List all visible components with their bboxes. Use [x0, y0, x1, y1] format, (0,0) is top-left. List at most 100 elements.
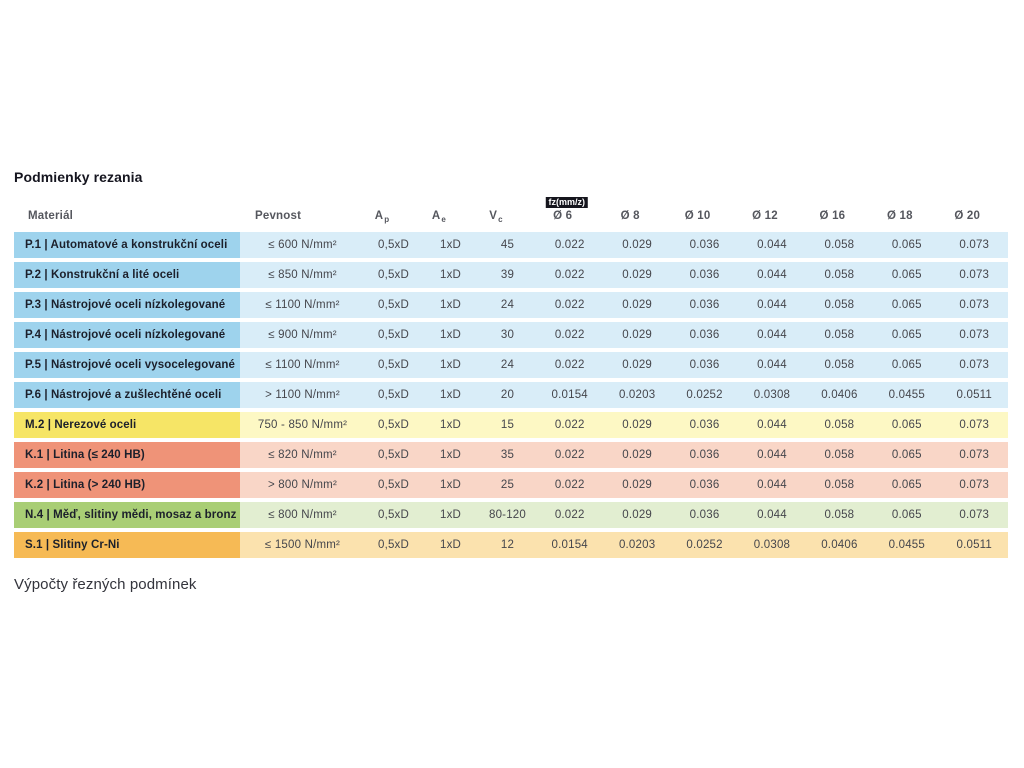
ae-cell: 1xD: [422, 352, 479, 378]
fz-cell-dia-10: 0.036: [670, 232, 739, 258]
fz-cell-dia-8: 0.029: [603, 292, 671, 318]
column-header-pevnost: Pevnost: [255, 210, 302, 222]
fz-cell-dia-20: 0.073: [940, 232, 1008, 258]
ae-cell: 1xD: [422, 532, 479, 558]
fz-cell-dia-16: 0.058: [805, 502, 874, 528]
ap-cell: 0,5xD: [365, 232, 422, 258]
fz-cell-dia-8: 0.029: [603, 322, 671, 348]
fz-cell-dia-6: 0.022: [536, 442, 604, 468]
fz-cell-dia-6: 0.022: [536, 292, 604, 318]
fz-cell-dia-20: 0.073: [940, 292, 1008, 318]
page-title: Podmienky rezania: [14, 169, 143, 185]
column-header-dia-6: fz(mm/z) Ø 6: [536, 196, 603, 228]
fz-cell-dia-18: 0.065: [873, 502, 941, 528]
fz-cell-dia-8: 0.029: [603, 442, 671, 468]
pevnost-cell: ≤ 1100 N/mm²: [240, 292, 365, 318]
fz-cell-dia-12: 0.044: [738, 232, 806, 258]
fz-cell-dia-8: 0.029: [603, 502, 671, 528]
column-header-material: Materiál: [28, 210, 74, 222]
fz-cell-dia-20: 0.073: [940, 472, 1008, 498]
fz-cell-dia-10: 0.036: [670, 502, 739, 528]
fz-cell-dia-12: 0.0308: [738, 382, 806, 408]
pevnost-cell: > 1100 N/mm²: [240, 382, 365, 408]
ap-cell: 0,5xD: [365, 352, 422, 378]
ae-cell: 1xD: [422, 502, 479, 528]
fz-cell-dia-10: 0.036: [670, 322, 739, 348]
fz-cell-dia-18: 0.0455: [873, 532, 941, 558]
column-header-dia-20: Ø 20: [954, 210, 981, 222]
content-area: Podmienky rezania Materiál Pevnost Ap Ae…: [14, 169, 1008, 593]
ae-cell: 1xD: [422, 442, 479, 468]
pevnost-cell: ≤ 1100 N/mm²: [240, 352, 365, 378]
ae-cell: 1xD: [422, 262, 479, 288]
vc-cell: 25: [479, 472, 536, 498]
fz-cell-dia-16: 0.0406: [805, 382, 874, 408]
fz-cell-dia-20: 0.073: [940, 412, 1008, 438]
column-header-dia-16: Ø 16: [819, 210, 846, 222]
fz-cell-dia-6: 0.0154: [536, 382, 604, 408]
fz-cell-dia-12: 0.044: [738, 502, 806, 528]
fz-cell-dia-18: 0.065: [873, 472, 941, 498]
fz-cell-dia-18: 0.065: [873, 322, 941, 348]
fz-cell-dia-8: 0.029: [603, 412, 671, 438]
material-cell: K.1 | Litina (≤ 240 HB): [14, 442, 240, 468]
fz-cell-dia-6: 0.022: [536, 352, 604, 378]
fz-cell-dia-12: 0.044: [738, 322, 806, 348]
ap-cell: 0,5xD: [365, 442, 422, 468]
table-row: K.2 | Litina (> 240 HB) > 800 N/mm² 0,5xD 1…: [14, 472, 1008, 498]
cutting-conditions-table: Materiál Pevnost Ap Ae Vc fz(mm/z) Ø 6 Ø…: [14, 192, 1008, 562]
fz-cell-dia-20: 0.073: [940, 262, 1008, 288]
ap-cell: 0,5xD: [365, 472, 422, 498]
fz-cell-dia-16: 0.058: [805, 472, 874, 498]
column-header-dia-12: Ø 12: [752, 210, 778, 222]
fz-cell-dia-10: 0.0252: [670, 532, 739, 558]
fz-cell-dia-8: 0.029: [603, 232, 671, 258]
fz-cell-dia-20: 0.0511: [940, 382, 1008, 408]
fz-cell-dia-8: 0.0203: [603, 382, 671, 408]
fz-cell-dia-6: 0.022: [536, 412, 604, 438]
material-cell: P.6 | Nástrojové a zušlechtěné oceli: [14, 382, 240, 408]
pevnost-cell: ≤ 1500 N/mm²: [240, 532, 365, 558]
fz-cell-dia-6: 0.022: [536, 262, 604, 288]
fz-cell-dia-10: 0.036: [670, 352, 739, 378]
table-row: P.2 | Konstrukční a lité oceli ≤ 850 N/mm…: [14, 262, 1008, 288]
vc-cell: 39: [479, 262, 536, 288]
table-row: P.1 | Automatové a konstrukční oceli ≤ 60…: [14, 232, 1008, 258]
ap-cell: 0,5xD: [365, 262, 422, 288]
column-header-ae: Ae: [431, 210, 447, 224]
fz-cell-dia-6: 0.022: [536, 232, 604, 258]
fz-cell-dia-18: 0.065: [873, 412, 941, 438]
material-cell: P.4 | Nástrojové oceli nízkolegované: [14, 322, 240, 348]
column-header-ap: Ap: [374, 210, 390, 224]
pevnost-cell: ≤ 850 N/mm²: [240, 262, 365, 288]
fz-cell-dia-20: 0.073: [940, 502, 1008, 528]
fz-cell-dia-16: 0.058: [805, 232, 874, 258]
fz-cell-dia-6: 0.0154: [536, 532, 604, 558]
fz-cell-dia-16: 0.058: [805, 412, 874, 438]
vc-cell: 20: [479, 382, 536, 408]
pevnost-cell: ≤ 820 N/mm²: [240, 442, 365, 468]
column-header-vc: Vc: [489, 210, 503, 224]
fz-cell-dia-16: 0.058: [805, 292, 874, 318]
fz-cell-dia-10: 0.036: [670, 412, 739, 438]
fz-cell-dia-10: 0.0252: [670, 382, 739, 408]
ae-cell: 1xD: [422, 292, 479, 318]
ae-cell: 1xD: [422, 472, 479, 498]
table-row: N.4 | Měď, slitiny mědi, mosaz a bronz ≤ …: [14, 502, 1008, 528]
fz-cell-dia-16: 0.058: [805, 442, 874, 468]
ae-cell: 1xD: [422, 382, 479, 408]
fz-cell-dia-16: 0.058: [805, 322, 874, 348]
fz-cell-dia-6: 0.022: [536, 472, 604, 498]
vc-cell: 45: [479, 232, 536, 258]
ae-cell: 1xD: [422, 232, 479, 258]
material-cell: P.2 | Konstrukční a lité oceli: [14, 262, 240, 288]
material-cell: M.2 | Nerezové oceli: [14, 412, 240, 438]
fz-cell-dia-18: 0.0455: [873, 382, 941, 408]
fz-cell-dia-18: 0.065: [873, 292, 941, 318]
table-row: P.5 | Nástrojové oceli vysocelegované ≤ 1…: [14, 352, 1008, 378]
fz-cell-dia-12: 0.044: [738, 292, 806, 318]
table-row: S.1 | Slitiny Cr-Ni ≤ 1500 N/mm² 0,5xD 1xD 1…: [14, 532, 1008, 558]
pevnost-cell: 750 - 850 N/mm²: [240, 412, 365, 438]
vc-cell: 15: [479, 412, 536, 438]
fz-cell-dia-20: 0.0511: [940, 532, 1008, 558]
